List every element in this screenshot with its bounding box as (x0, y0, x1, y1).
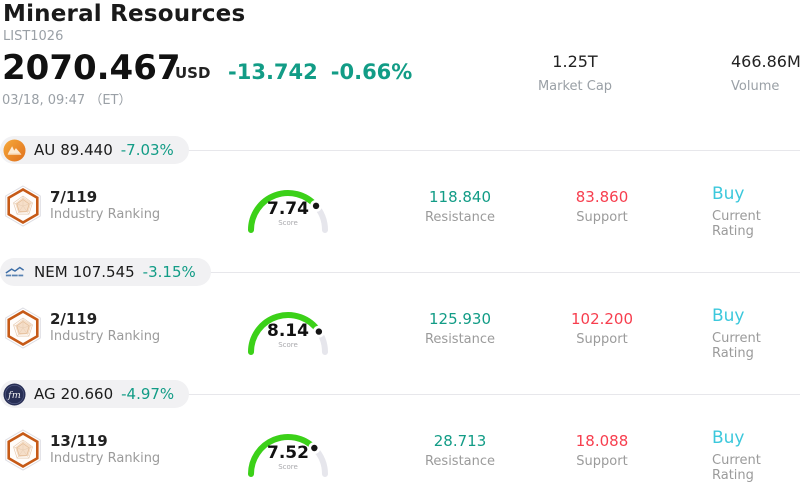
symbol-change: -4.97% (121, 385, 175, 403)
symbol-pill-au[interactable]: AU 89.440 -7.03% (0, 136, 189, 164)
score-label: Score (278, 219, 298, 227)
score-label: Score (278, 463, 298, 471)
symbol-pill-ag[interactable]: fm AG 20.660 -4.97% (0, 380, 190, 408)
row-divider (0, 394, 800, 395)
ranking-label: Industry Ranking (50, 207, 161, 222)
ranking-badge-icon (3, 428, 43, 472)
resistance-value: 125.930 (428, 310, 492, 328)
support-stat: 18.088 Support (532, 432, 672, 469)
volume-value: 466.86M (731, 52, 800, 71)
symbol-pill-nem[interactable]: NEM 107.545 -3.15% (0, 258, 211, 286)
rating-stat: Buy Current Rating (712, 428, 800, 483)
support-label: Support (576, 454, 628, 469)
ranking-value: 7/119 (50, 188, 98, 206)
list-id: LIST1026 (3, 29, 64, 44)
market-cap-label: Market Cap (537, 79, 613, 94)
timestamp: 03/18, 09:47 （ET） (2, 93, 132, 108)
support-stat: 102.200 Support (532, 310, 672, 347)
stock-row-au: AU 89.440 -7.03% 7/119 Industry Ranking 7… (0, 136, 800, 258)
score-gauge: 8.14 Score (243, 304, 333, 360)
score-value: 7.52 (267, 443, 309, 463)
symbol-price: NEM 107.545 (34, 263, 135, 281)
resistance-label: Resistance (424, 332, 496, 347)
row-divider (0, 272, 800, 273)
symbol-change: -7.03% (120, 141, 174, 159)
score-gauge: 7.74 Score (243, 182, 333, 238)
stock-row-ag: fm AG 20.660 -4.97% 13/119 Industry Ranki… (0, 380, 800, 502)
support-value: 18.088 (575, 432, 629, 450)
score-value: 8.14 (267, 321, 309, 341)
svg-text:fm: fm (7, 389, 21, 400)
symbol-change: -3.15% (142, 263, 196, 281)
support-stat: 83.860 Support (532, 188, 672, 225)
resistance-value: 28.713 (433, 432, 487, 450)
buy-rating[interactable]: Buy (712, 184, 745, 204)
ranking-value: 13/119 (50, 432, 108, 450)
score-gauge: 7.52 Score (243, 426, 333, 482)
resistance-label: Resistance (424, 210, 496, 225)
current-rating-label: Current Rating (712, 209, 761, 239)
price-change: -13.742 -0.66% (228, 60, 412, 84)
nem-logo-icon (3, 261, 26, 284)
change-value: -13.742 (228, 60, 318, 84)
ranking-label: Industry Ranking (50, 329, 161, 344)
market-cap-stat: 1.25T Market Cap (495, 52, 655, 94)
volume-label: Volume (731, 79, 780, 94)
volume-stat: 466.86M Volume (731, 52, 800, 94)
ranking-value: 2/119 (50, 310, 98, 328)
support-value: 83.860 (575, 188, 629, 206)
row-divider (0, 150, 800, 151)
page-title: Mineral Resources (3, 1, 246, 27)
current-price: 2070.467 (2, 48, 181, 88)
symbol-price: AG 20.660 (34, 385, 114, 403)
current-rating-label: Current Rating (712, 453, 761, 483)
resistance-label: Resistance (424, 454, 496, 469)
stock-row-nem: NEM 107.545 -3.15% 2/119 Industry Ranking… (0, 258, 800, 380)
resistance-stat: 118.840 Resistance (390, 188, 530, 225)
resistance-stat: 125.930 Resistance (390, 310, 530, 347)
buy-rating[interactable]: Buy (712, 306, 745, 326)
rating-stat: Buy Current Rating (712, 306, 800, 361)
symbol-price: AU 89.440 (34, 141, 113, 159)
resistance-stat: 28.713 Resistance (390, 432, 530, 469)
support-label: Support (576, 332, 628, 347)
buy-rating[interactable]: Buy (712, 428, 745, 448)
au-logo-icon (3, 138, 26, 162)
support-value: 102.200 (570, 310, 634, 328)
score-label: Score (278, 341, 298, 349)
score-value: 7.74 (267, 199, 309, 219)
ranking-label: Industry Ranking (50, 451, 161, 466)
change-percent: -0.66% (330, 60, 413, 84)
resistance-value: 118.840 (428, 188, 492, 206)
rating-stat: Buy Current Rating (712, 184, 800, 239)
ag-logo-icon: fm (3, 382, 26, 406)
support-label: Support (576, 210, 628, 225)
currency-label: USD (175, 64, 211, 82)
ranking-badge-icon (3, 184, 43, 228)
current-rating-label: Current Rating (712, 331, 761, 361)
ranking-badge-icon (3, 306, 43, 350)
market-cap-value: 1.25T (552, 52, 598, 71)
